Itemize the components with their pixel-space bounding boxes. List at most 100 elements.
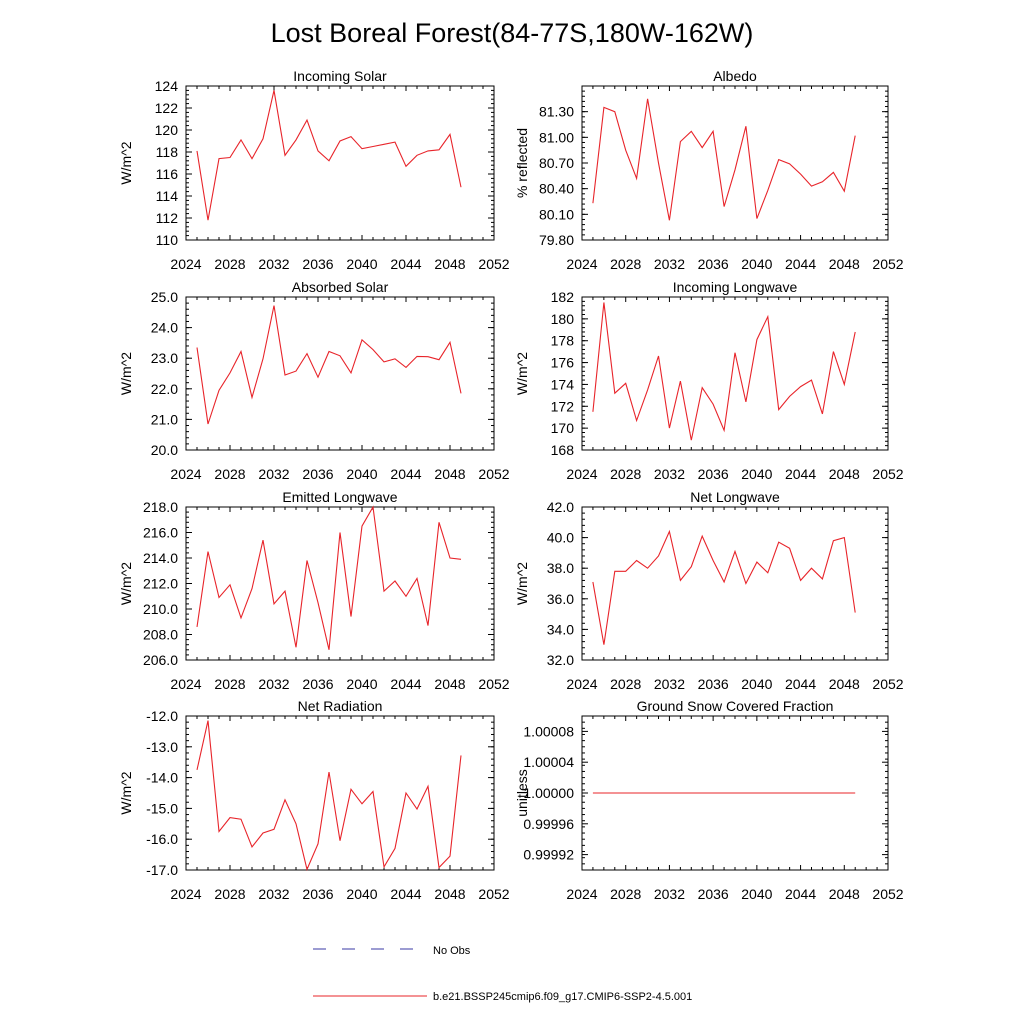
x-tick-label: 2044 [390, 256, 421, 272]
y-tick-label: 216.0 [143, 525, 178, 541]
y-tick-label: 116 [156, 166, 179, 182]
x-tick-label: 2040 [741, 256, 772, 272]
plot-frame [185, 296, 495, 451]
x-tick-label: 2028 [610, 886, 641, 902]
x-tick-label: 2032 [258, 676, 289, 692]
x-tick-label: 2052 [478, 466, 509, 482]
y-tick-label: 80.10 [539, 206, 574, 222]
x-tick-label: 2052 [478, 886, 509, 902]
x-tick-label: 2024 [566, 256, 597, 272]
x-tick-label: 2036 [698, 466, 729, 482]
y-tick-label: 214.0 [143, 550, 178, 566]
y-tick-label: 120 [155, 122, 179, 138]
panel-title: Emitted Longwave [282, 489, 397, 505]
x-tick-label: 2048 [829, 256, 860, 272]
x-tick-label: 2036 [302, 886, 333, 902]
y-tick-label: 79.80 [539, 232, 574, 248]
y-tick-label: 124 [155, 78, 179, 94]
x-tick-label: 2052 [872, 676, 903, 692]
y-tick-label: 21.0 [151, 411, 178, 427]
panel-title: Absorbed Solar [292, 279, 389, 295]
series-line [196, 720, 462, 872]
x-tick-label: 2028 [610, 676, 641, 692]
series-line [196, 305, 462, 425]
y-tick-label: 208.0 [143, 627, 178, 643]
series-line [592, 302, 856, 441]
y-tick-label: -13.0 [146, 739, 178, 755]
y-axis-label: unitless [514, 769, 530, 816]
x-tick-label: 2044 [785, 466, 816, 482]
x-tick-label: 2036 [302, 466, 333, 482]
x-tick-label: 2044 [785, 676, 816, 692]
legend-obs-label: No Obs [433, 945, 471, 957]
x-tick-label: 2052 [872, 256, 903, 272]
panel-title: Albedo [713, 68, 757, 84]
x-tick-label: 2040 [741, 466, 772, 482]
x-tick-label: 2052 [478, 256, 509, 272]
x-tick-label: 2028 [610, 256, 641, 272]
series-line [592, 529, 856, 645]
y-tick-label: 170 [551, 420, 575, 436]
x-tick-label: 2032 [654, 676, 685, 692]
y-tick-label: 1.00008 [523, 723, 574, 739]
y-tick-label: 24.0 [151, 320, 178, 336]
y-axis-label: % reflected [514, 128, 530, 198]
y-tick-label: 80.40 [539, 181, 574, 197]
x-tick-label: 2036 [302, 256, 333, 272]
x-tick-label: 2048 [434, 886, 465, 902]
y-tick-label: 42.0 [547, 499, 574, 515]
x-tick-label: 2032 [654, 256, 685, 272]
y-tick-label: -15.0 [146, 800, 178, 816]
x-tick-label: 2048 [829, 886, 860, 902]
y-tick-label: 118 [156, 144, 179, 160]
y-axis-label: W/m^2 [118, 352, 134, 395]
y-tick-label: 174 [551, 376, 575, 392]
chart-panel: Net Radiation W/m^2 2024 2028 2032 2036 2040 20… [118, 698, 510, 902]
y-tick-label: 176 [551, 355, 575, 371]
y-tick-label: 36.0 [547, 591, 574, 607]
chart-panel: Incoming Longwave W/m^2 2024 2028 2032 2036 20… [514, 279, 904, 482]
x-tick-label: 2036 [302, 676, 333, 692]
y-tick-label: 23.0 [151, 350, 178, 366]
y-tick-label: 0.99996 [523, 816, 574, 832]
y-axis-label: W/m^2 [514, 352, 530, 395]
y-tick-label: 122 [155, 100, 179, 116]
x-tick-label: 2052 [872, 886, 903, 902]
x-tick-label: 2024 [566, 886, 597, 902]
y-tick-label: 0.99992 [523, 847, 574, 863]
chart-panel: Emitted Longwave W/m^2 2024 2028 2032 2036 204… [118, 489, 510, 692]
plot-frame [581, 296, 889, 451]
y-tick-label: 206.0 [143, 652, 178, 668]
y-tick-label: 114 [156, 188, 179, 204]
y-tick-label: -16.0 [146, 831, 178, 847]
plot-frame [185, 715, 495, 871]
y-tick-label: 25.0 [151, 289, 178, 305]
x-tick-label: 2040 [346, 256, 377, 272]
legend-model-label: b.e21.BSSP245cmip6.f09_g17.CMIP6-SSP2-4.… [433, 991, 692, 1003]
x-tick-label: 2024 [566, 466, 597, 482]
y-tick-label: 40.0 [547, 530, 574, 546]
y-axis-label: W/m^2 [118, 771, 134, 814]
plot-frame [581, 85, 889, 241]
y-tick-label: 38.0 [547, 560, 574, 576]
x-tick-label: 2032 [258, 466, 289, 482]
y-tick-label: 32.0 [547, 652, 574, 668]
x-tick-label: 2024 [170, 466, 201, 482]
x-tick-label: 2032 [654, 886, 685, 902]
series-line [196, 505, 462, 650]
x-tick-label: 2048 [829, 676, 860, 692]
plot-frame [185, 506, 495, 661]
plot-frame [185, 85, 495, 241]
y-tick-label: 178 [551, 333, 575, 349]
x-tick-label: 2036 [698, 676, 729, 692]
x-tick-label: 2036 [698, 886, 729, 902]
y-tick-label: 34.0 [547, 621, 574, 637]
y-tick-label: -12.0 [146, 708, 178, 724]
y-tick-label: 81.00 [539, 129, 574, 145]
x-tick-label: 2052 [872, 466, 903, 482]
x-tick-label: 2024 [170, 256, 201, 272]
x-tick-label: 2044 [785, 256, 816, 272]
y-axis-label: W/m^2 [514, 562, 530, 605]
chart-panel: Ground Snow Covered Fraction unitless 2024… [514, 698, 904, 902]
panel-title: Net Longwave [690, 489, 780, 505]
